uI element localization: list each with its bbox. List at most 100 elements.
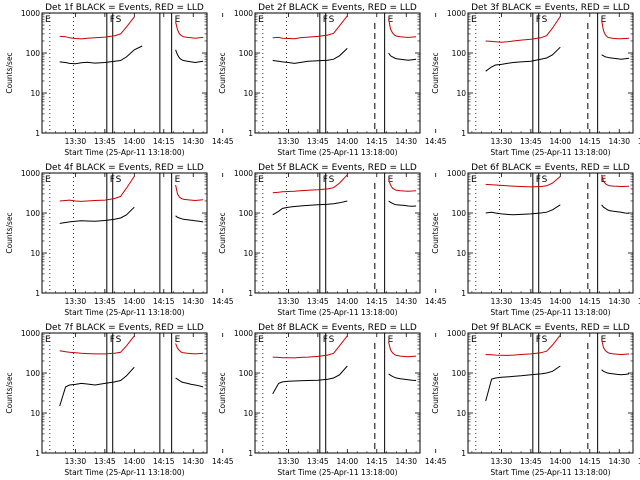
x-tick-label: 14:15 [153, 137, 175, 146]
y-tick-label: 1 [461, 129, 466, 138]
series-line-events [272, 365, 417, 395]
x-tick-label: 14:15 [366, 297, 388, 306]
x-tick-label: 14:30 [182, 297, 204, 306]
event-marker-s: S [116, 15, 122, 25]
x-tick-label: 14:30 [395, 457, 417, 466]
event-marker-f: F [110, 175, 115, 185]
panel-3: Det 3f BLACK = Events, RED = LLD Counts/s… [431, 3, 640, 157]
x-tick-label: 14:00 [337, 297, 359, 306]
y-tick-label: 100 [452, 209, 467, 218]
panel-9: Det 9f BLACK = Events, RED = LLD Counts/s… [431, 323, 640, 477]
x-tick-label: 14:45 [212, 297, 234, 306]
y-tick-label: 10 [243, 89, 253, 98]
y-tick-label: 100 [239, 369, 254, 378]
series-line-events [485, 365, 630, 402]
y-axis-label: Counts/sec [5, 212, 14, 253]
series-line-events [59, 366, 204, 407]
y-axis-label: Counts/sec [431, 212, 440, 253]
x-tick-label: 14:45 [638, 137, 640, 146]
x-tick-label: 14:00 [124, 297, 146, 306]
series-line-lld [59, 335, 204, 355]
x-axis-label: Start Time (25-Apr-11 13:18:00) [277, 308, 397, 317]
event-marker-e: E [258, 15, 264, 25]
x-tick-label: 14:45 [425, 137, 447, 146]
series-line-lld [59, 16, 204, 40]
x-tick-label: 14:15 [366, 457, 388, 466]
x-tick-label: 14:45 [212, 137, 234, 146]
y-tick-label: 100 [239, 209, 254, 218]
event-marker-e: E [601, 15, 607, 25]
x-axis-label: Start Time (25-Apr-11 13:18:00) [64, 148, 184, 157]
x-tick-label: 13:30 [278, 457, 300, 466]
y-tick-label: 100 [239, 49, 254, 58]
x-tick-label: 13:45 [94, 297, 116, 306]
plot-frame [467, 332, 634, 454]
event-marker-f: F [536, 15, 541, 25]
y-tick-label: 10 [30, 249, 40, 258]
event-marker-e: E [45, 175, 51, 185]
x-axis-label: Start Time (25-Apr-11 13:18:00) [277, 148, 397, 157]
event-marker-e: E [175, 15, 181, 25]
y-tick-label: 1000 [447, 329, 466, 338]
x-tick-label: 13:45 [94, 137, 116, 146]
x-axis-label: Start Time (25-Apr-11 13:18:00) [64, 468, 184, 477]
event-marker-e: E [388, 15, 394, 25]
event-marker-f: F [536, 175, 541, 185]
plot-frame [41, 172, 208, 294]
event-marker-s: S [329, 15, 335, 25]
event-marker-f: F [110, 335, 115, 345]
x-tick-label: 14:45 [212, 457, 234, 466]
y-axis-label: Counts/sec [5, 52, 14, 93]
x-axis-label: Start Time (25-Apr-11 13:18:00) [277, 468, 397, 477]
y-axis-label: Counts/sec [431, 52, 440, 93]
series-line-lld [272, 174, 417, 194]
plot-frame [254, 172, 421, 294]
series-line-lld [272, 15, 417, 40]
plot-frame [467, 172, 634, 294]
y-axis-label: Counts/sec [218, 372, 227, 413]
x-tick-label: 13:30 [278, 297, 300, 306]
x-tick-label: 14:15 [153, 457, 175, 466]
x-tick-label: 14:30 [395, 137, 417, 146]
event-marker-s: S [329, 335, 335, 345]
y-tick-label: 10 [456, 249, 466, 258]
x-tick-label: 14:45 [638, 457, 640, 466]
event-marker-e: E [258, 335, 264, 345]
x-tick-label: 14:30 [182, 137, 204, 146]
x-tick-label: 14:00 [550, 297, 572, 306]
panel-title: Det 2f BLACK = Events, RED = LLD [258, 3, 417, 13]
x-tick-label: 14:30 [608, 297, 630, 306]
event-marker-f: F [323, 335, 328, 345]
x-tick-label: 13:45 [307, 457, 329, 466]
plot-frame [254, 12, 421, 134]
series-line-events [485, 204, 630, 216]
y-tick-label: 1 [461, 449, 466, 458]
series-line-events [485, 46, 630, 72]
x-tick-label: 13:30 [491, 297, 513, 306]
series-line-lld [485, 16, 630, 43]
event-marker-f: F [323, 15, 328, 25]
event-marker-e: E [471, 175, 477, 185]
x-tick-label: 14:30 [608, 137, 630, 146]
y-tick-label: 10 [456, 409, 466, 418]
y-tick-label: 1 [35, 449, 40, 458]
x-tick-label: 14:30 [395, 297, 417, 306]
panel-1: Det 1f BLACK = Events, RED = LLD Counts/s… [5, 3, 234, 157]
x-axis-label: Start Time (25-Apr-11 13:18:00) [490, 468, 610, 477]
x-tick-label: 13:30 [491, 457, 513, 466]
event-marker-e: E [45, 15, 51, 25]
y-tick-label: 1000 [447, 169, 466, 178]
series-line-lld [485, 174, 630, 188]
x-tick-label: 14:00 [550, 137, 572, 146]
y-axis-label: Counts/sec [218, 52, 227, 93]
x-tick-label: 14:15 [153, 297, 175, 306]
y-tick-label: 10 [243, 409, 253, 418]
y-tick-label: 100 [26, 49, 41, 58]
plot-frame [41, 332, 208, 454]
x-tick-label: 14:45 [638, 297, 640, 306]
x-tick-label: 14:45 [425, 297, 447, 306]
x-tick-label: 14:00 [337, 137, 359, 146]
x-tick-label: 14:00 [337, 457, 359, 466]
series-line-lld [485, 334, 630, 356]
y-tick-label: 1 [35, 289, 40, 298]
